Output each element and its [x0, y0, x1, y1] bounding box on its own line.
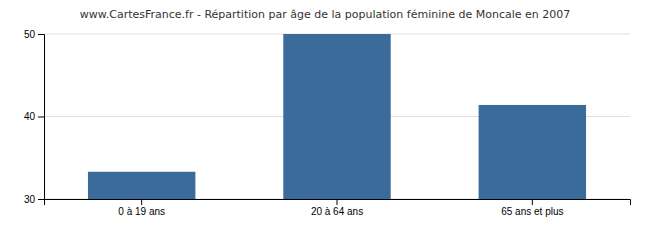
tick: 50 [24, 29, 44, 40]
tick: 20 à 64 ans [311, 199, 363, 217]
tick: 65 ans et plus [501, 199, 563, 217]
tick-mark [532, 199, 533, 205]
y-axis: 30 40 50 [24, 29, 45, 205]
bars [88, 34, 586, 199]
x-axis: 0 à 19 ans 20 à 64 ans 65 ans et plus [45, 199, 631, 217]
tick: 40 [24, 111, 44, 122]
tick-label: 65 ans et plus [501, 206, 563, 217]
bar [479, 105, 586, 199]
axis-domain [38, 35, 45, 200]
tick-mark [38, 34, 44, 35]
bar [88, 172, 195, 199]
tick-mark [38, 199, 44, 200]
tick: 30 [24, 194, 44, 205]
axis-domain [45, 200, 631, 206]
tick-label: 30 [24, 194, 36, 205]
chart-container: 30 40 50 0 à 19 ans 20 à 64 ans 65 ans et plu… [0, 0, 650, 229]
tick-label: 0 à 19 ans [118, 206, 165, 217]
tick-mark [337, 199, 338, 205]
tick: 0 à 19 ans [118, 199, 165, 217]
bar [283, 34, 390, 199]
chart-title: www.CartesFrance.fr - Répartition par âg… [80, 8, 571, 21]
tick-label: 20 à 64 ans [311, 206, 363, 217]
tick-label: 40 [24, 111, 36, 122]
tick-label: 50 [24, 29, 36, 40]
plot-area: 30 40 50 0 à 19 ans 20 à 64 ans 65 ans et plu… [24, 29, 631, 229]
tick-mark [141, 199, 142, 205]
tick-mark [38, 117, 44, 118]
chart-svg: 30 40 50 0 à 19 ans 20 à 64 ans 65 ans et plu… [0, 0, 650, 229]
